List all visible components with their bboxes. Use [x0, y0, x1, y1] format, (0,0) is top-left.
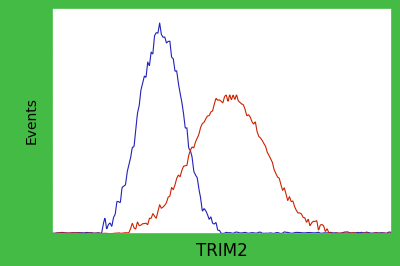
X-axis label: TRIM2: TRIM2 — [196, 242, 248, 260]
Y-axis label: Events: Events — [25, 98, 39, 144]
